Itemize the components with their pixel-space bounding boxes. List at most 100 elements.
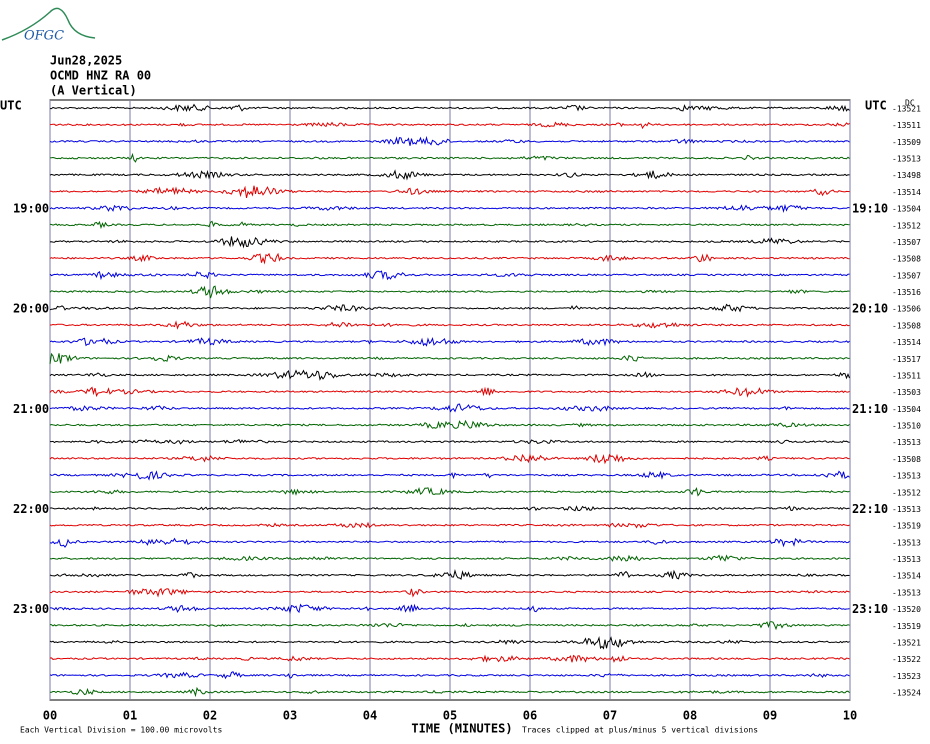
trace	[49, 220, 850, 230]
x-tick-label: 08	[683, 709, 697, 723]
trace-offset: -13512	[892, 221, 921, 230]
left-utc: UTC	[0, 99, 22, 113]
trace	[49, 505, 850, 512]
x-tick-label: 03	[283, 709, 297, 723]
trace	[49, 336, 850, 347]
trace-offset: -13517	[892, 355, 921, 364]
right-time: 21:10	[852, 402, 888, 416]
trace-offset: -13521	[892, 105, 921, 114]
right-time: 19:10	[852, 202, 888, 216]
trace	[49, 270, 850, 281]
trace-offset: -13506	[892, 305, 921, 314]
right-time: 20:10	[852, 302, 888, 316]
left-time: 23:00	[13, 602, 49, 616]
trace	[49, 169, 850, 181]
trace	[50, 185, 850, 199]
dc-label: DC	[905, 99, 915, 108]
trace-offset: -13508	[892, 255, 921, 264]
trace-offset: -13511	[892, 371, 921, 380]
trace	[49, 303, 850, 313]
trace-offset: -13522	[892, 655, 921, 664]
x-tick-label: 02	[203, 709, 217, 723]
trace-offset: -13513	[892, 472, 921, 481]
footer-right: Traces clipped at plus/minus 5 vertical …	[522, 726, 758, 735]
right-utc: UTC	[865, 99, 887, 113]
trace	[49, 569, 850, 580]
x-tick-label: 00	[43, 709, 57, 723]
left-time: 22:00	[13, 502, 49, 516]
trace	[49, 470, 850, 481]
trace	[49, 403, 850, 413]
trace	[49, 369, 850, 381]
trace-offset: -13513	[892, 588, 921, 597]
right-time: 22:10	[852, 502, 888, 516]
trace	[50, 103, 850, 113]
x-tick-label: 07	[603, 709, 617, 723]
trace-offset: -13509	[892, 138, 921, 147]
left-time: 21:00	[13, 402, 49, 416]
x-axis-label: TIME (MINUTES)	[411, 722, 512, 736]
x-tick-label: 10	[843, 709, 857, 723]
trace-offset: -13498	[892, 171, 921, 180]
footer-left: Each Vertical Division = 100.00 microvol…	[20, 726, 222, 735]
trace-offset: -13508	[892, 321, 921, 330]
trace	[50, 603, 850, 615]
trace-offset: -13514	[892, 572, 921, 581]
trace	[49, 152, 850, 163]
trace-offset: -13514	[892, 188, 921, 197]
trace-offset: -13524	[892, 689, 921, 698]
trace	[50, 320, 850, 330]
trace	[49, 686, 850, 698]
trace-offset: -13511	[892, 121, 921, 130]
trace-offset: -13519	[892, 522, 921, 531]
trace-offset: -13520	[892, 605, 921, 614]
trace	[49, 621, 850, 631]
trace-offset: -13507	[892, 271, 921, 280]
station: OCMD HNZ RA 00	[50, 69, 151, 83]
trace	[49, 203, 850, 214]
trace-offset: -13521	[892, 638, 921, 647]
x-tick-label: 06	[523, 709, 537, 723]
trace-offset: -13513	[892, 555, 921, 564]
trace-offset: -13504	[892, 205, 921, 214]
trace	[49, 135, 850, 146]
trace-offset: -13512	[892, 488, 921, 497]
trace-offset: -13519	[892, 622, 921, 631]
trace	[49, 252, 850, 265]
trace	[49, 671, 850, 680]
trace	[49, 453, 850, 465]
x-tick-label: 01	[123, 709, 137, 723]
trace-offset: -13523	[892, 672, 921, 681]
trace-offset: -13507	[892, 238, 921, 247]
trace	[49, 236, 850, 249]
trace	[49, 352, 850, 365]
trace-offset: -13508	[892, 455, 921, 464]
left-time: 19:00	[13, 202, 49, 216]
left-time: 20:00	[13, 302, 49, 316]
trace	[49, 121, 850, 130]
trace	[49, 419, 850, 429]
date: Jun28,2025	[50, 54, 122, 68]
logo-curve	[1, 7, 96, 41]
trace	[49, 554, 850, 562]
trace-offset: -13504	[892, 405, 921, 414]
component: (A Vertical)	[50, 84, 137, 98]
trace-offset: -13513	[892, 538, 921, 547]
trace-offset: -13513	[892, 155, 921, 164]
x-tick-label: 04	[363, 709, 377, 723]
trace-offset: -13513	[892, 505, 921, 514]
trace-offset: -13503	[892, 388, 921, 397]
trace-offset: -13513	[892, 438, 921, 447]
trace	[49, 386, 850, 398]
logo-text: OFGC	[24, 29, 64, 44]
trace	[49, 635, 850, 650]
trace-offset: -13516	[892, 288, 921, 297]
trace	[50, 486, 850, 497]
logo: OFGC	[1, 7, 96, 44]
trace	[49, 537, 850, 548]
trace	[49, 654, 850, 663]
trace	[50, 439, 850, 445]
trace	[49, 587, 850, 598]
x-tick-label: 05	[443, 709, 457, 723]
